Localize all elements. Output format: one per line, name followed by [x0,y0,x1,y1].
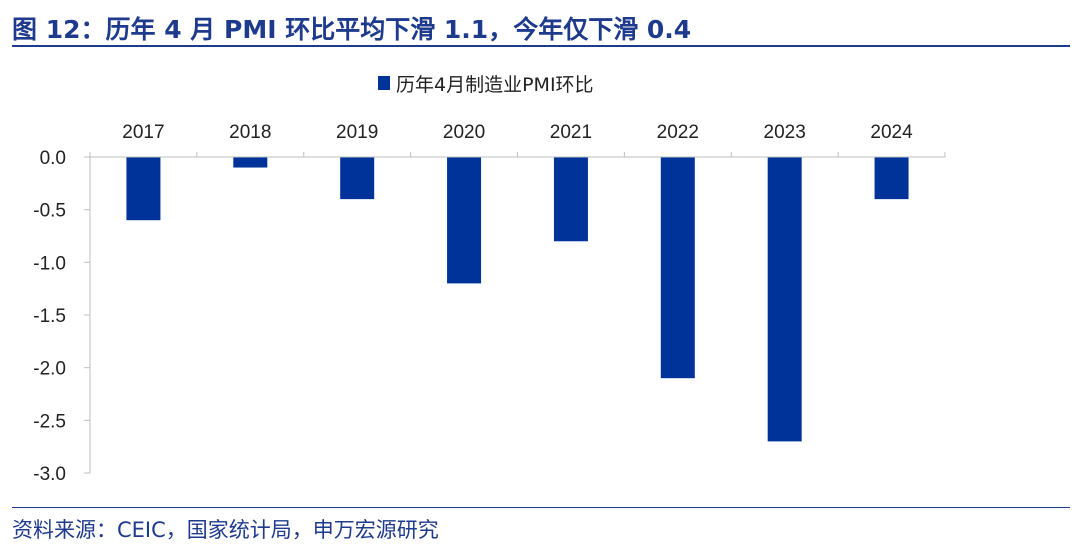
category-label-2021: 2021 [550,122,592,143]
bar-2023 [767,157,802,442]
y-tick-label: -1.5 [33,306,66,327]
category-labels: 2017 2018 2019 2020 2021 2022 2023 2024 [122,122,913,143]
bar-2019 [340,157,375,200]
category-label-2017: 2017 [122,122,164,143]
chart-legend: 历年4月制造业PMI环比 [378,74,594,96]
y-tick-label: 0.0 [40,148,66,169]
category-label-2022: 2022 [657,122,699,143]
chart-title: 图 12：历年 4 月 PMI 环比平均下滑 1.1，今年仅下滑 0.4 [12,15,692,44]
category-label-2024: 2024 [870,122,913,143]
footer-divider [12,507,1070,508]
bar-2021 [553,157,588,242]
y-tick-label: -3.0 [33,464,66,485]
bar-2017 [126,157,161,221]
category-label-2019: 2019 [336,122,378,143]
legend-swatch [378,76,390,90]
bar-2018 [233,157,268,168]
category-label-2023: 2023 [764,122,806,143]
legend-label: 历年4月制造业PMI环比 [396,74,594,96]
bar-2020 [447,157,482,284]
title-divider [12,45,1070,47]
y-tick-label: -1.0 [33,253,66,274]
y-tick-label: -2.5 [33,411,66,432]
bar-chart: 历年4月制造业PMI环比 2017 2018 2019 2020 2021 2022 202… [33,74,946,485]
bar-2022 [660,157,695,379]
category-label-2020: 2020 [443,122,485,143]
source-note: 资料来源：CEIC，国家统计局，申万宏源研究 [12,518,439,542]
bars [126,157,909,442]
y-axis: 0.0 -0.5 -1.0 -1.5 -2.0 -2.5 -3.0 [33,148,946,485]
category-label-2018: 2018 [229,122,271,143]
y-tick-label: -0.5 [33,201,66,222]
bar-2024 [874,157,909,200]
y-tick-label: -2.0 [33,359,66,380]
